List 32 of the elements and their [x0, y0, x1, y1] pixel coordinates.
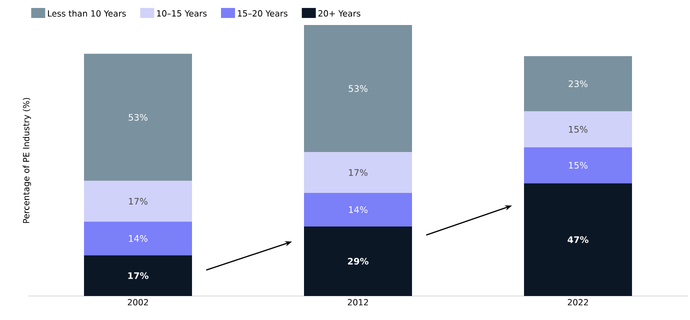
legend-label: 15–20 Years [238, 10, 288, 17]
data-label: 17% [128, 272, 148, 280]
data-label: 14% [349, 206, 368, 214]
bar [304, 226, 412, 296]
data-label: 53% [128, 114, 148, 121]
bar [524, 111, 632, 148]
x-tick-label: 2022 [568, 299, 588, 306]
x-tick-label: 2002 [128, 299, 148, 306]
bar [304, 192, 412, 226]
data-label: 47% [568, 236, 588, 244]
data-label: 53% [348, 85, 368, 92]
bar [524, 56, 632, 112]
bar [84, 180, 192, 222]
data-label: 15% [569, 126, 588, 133]
y-axis-title: Percentage of PE Industry (%) [22, 98, 31, 223]
data-label: 14% [129, 235, 148, 242]
bar [304, 24, 412, 152]
bar [84, 222, 192, 256]
data-label: 29% [348, 258, 368, 265]
legend-label: 20+ Years [318, 10, 360, 17]
data-label: 15% [569, 162, 588, 169]
bar [84, 255, 192, 296]
bar [524, 147, 632, 184]
legend-label: 10–15 Years [157, 10, 207, 17]
data-label: 17% [129, 198, 148, 205]
bar [304, 152, 412, 193]
data-label: 17% [349, 169, 368, 176]
x-tick-label: 2012 [348, 299, 368, 306]
bar [524, 183, 632, 296]
legend-label: Less than 10 Years [48, 10, 126, 17]
data-label: 23% [568, 80, 588, 88]
bar [84, 54, 192, 181]
